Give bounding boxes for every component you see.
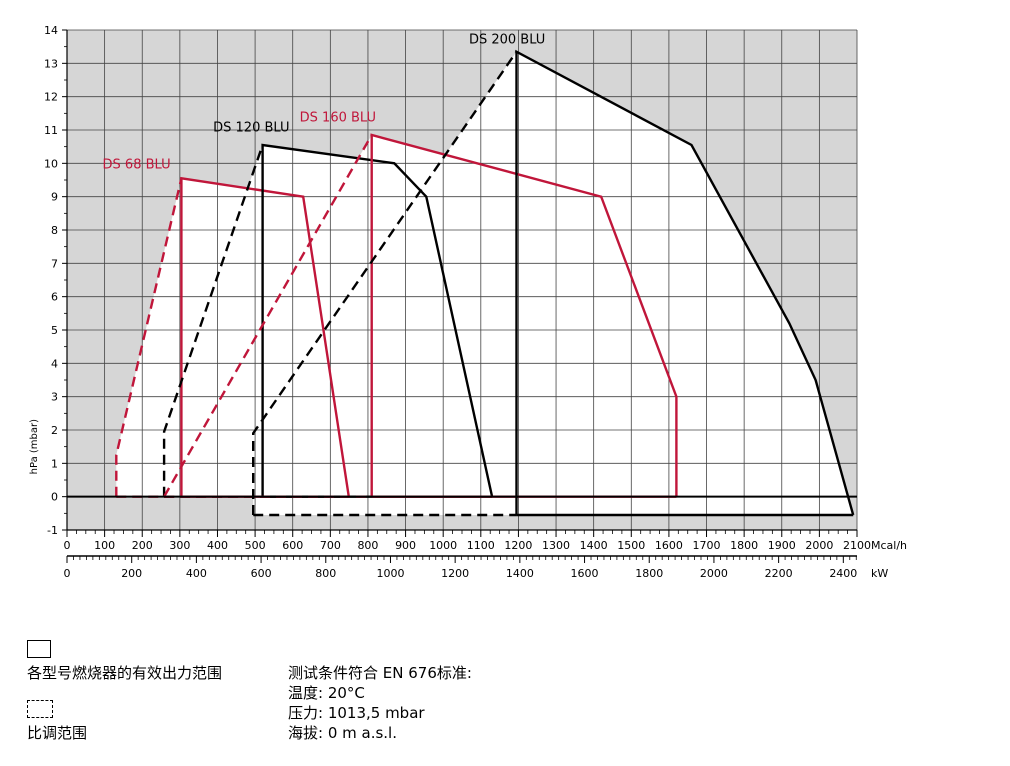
x-tick-label: 400 bbox=[207, 539, 228, 552]
y-tick-label: 0 bbox=[51, 491, 58, 504]
x-tick-label: 300 bbox=[169, 539, 190, 552]
y-tick-label: 10 bbox=[44, 157, 58, 170]
y-tick-label: 12 bbox=[44, 91, 58, 104]
x-axis-label: Mcal/h bbox=[871, 539, 907, 552]
x-tick-label: 1800 bbox=[730, 539, 758, 552]
x-tick-label: 0 bbox=[64, 539, 71, 552]
x-tick-label: 1600 bbox=[655, 539, 683, 552]
y-tick-label: 8 bbox=[51, 224, 58, 237]
x-tick-label: 1200 bbox=[504, 539, 532, 552]
burner-working-field-chart: DS 68 BLU DS 120 BLU DS 160 BLU DS 200 BLU -… bbox=[29, 24, 907, 580]
modulation-range-legend-label: 比调范围 bbox=[27, 724, 88, 742]
conditions-pressure: 压力: 1013,5 mbar bbox=[288, 704, 425, 722]
y-tick-label: 14 bbox=[44, 24, 58, 37]
x-tick-label: 800 bbox=[357, 539, 378, 552]
series-modulation-range-2 bbox=[163, 134, 373, 498]
x-tick-label: 1700 bbox=[693, 539, 721, 552]
kw-tick-label: 0 bbox=[64, 567, 71, 580]
y-axis-label: hPa (mbar) bbox=[29, 419, 40, 474]
y-tick-label: 3 bbox=[51, 391, 58, 404]
series-label-2: DS 160 BLU bbox=[300, 111, 376, 126]
y-tick-label: 7 bbox=[51, 257, 58, 270]
x-tick-label: 1000 bbox=[429, 539, 457, 552]
kw-tick-label: 1000 bbox=[376, 567, 404, 580]
x-tick-label: 700 bbox=[320, 539, 341, 552]
kw-tick-label: 1800 bbox=[635, 567, 663, 580]
x-tick-label: 600 bbox=[282, 539, 303, 552]
working-range-legend-label: 各型号燃烧器的有效出力范围 bbox=[27, 664, 223, 682]
conditions-title: 测试条件符合 EN 676标准: bbox=[288, 664, 472, 682]
series-modulation-range-0 bbox=[115, 178, 183, 497]
working-range-legend-symbol bbox=[27, 640, 51, 658]
series-modulation-range-1 bbox=[162, 144, 264, 497]
y-tick-label: 4 bbox=[51, 357, 58, 370]
modulation-range-legend-symbol bbox=[27, 700, 53, 718]
x-tick-label: 1400 bbox=[580, 539, 608, 552]
kw-axis-label: kW bbox=[871, 567, 888, 580]
series-modulation-range-3 bbox=[251, 51, 518, 515]
conditions-altitude: 海拔: 0 m a.s.l. bbox=[288, 724, 397, 742]
x-tick-label: 900 bbox=[395, 539, 416, 552]
y-tick-label: 1 bbox=[51, 457, 58, 470]
series-label-3: DS 200 BLU bbox=[469, 32, 545, 47]
x-tick-label: 500 bbox=[245, 539, 266, 552]
y-tick-label: 2 bbox=[51, 424, 58, 437]
kw-tick-label: 2000 bbox=[700, 567, 728, 580]
y-tick-label: 5 bbox=[51, 324, 58, 337]
series-working-range-0 bbox=[180, 176, 350, 497]
kw-tick-label: 600 bbox=[251, 567, 272, 580]
kw-tick-label: 2400 bbox=[829, 567, 857, 580]
y-tick-label: 13 bbox=[44, 57, 58, 70]
series-label-1: DS 120 BLU bbox=[213, 121, 289, 136]
y-tick-label: 11 bbox=[44, 124, 58, 137]
x-tick-label: 100 bbox=[94, 539, 115, 552]
kw-tick-label: 1400 bbox=[506, 567, 534, 580]
series-label-0: DS 68 BLU bbox=[103, 157, 171, 172]
y-tick-label: 6 bbox=[51, 291, 58, 304]
conditions-temperature: 温度: 20°C bbox=[288, 684, 365, 702]
kw-tick-label: 800 bbox=[315, 567, 336, 580]
kw-tick-label: 1600 bbox=[571, 567, 599, 580]
kw-tick-label: 1200 bbox=[441, 567, 469, 580]
x-tick-label: 2000 bbox=[805, 539, 833, 552]
series-working-range-3 bbox=[515, 49, 855, 516]
series-working-range-2 bbox=[370, 133, 678, 497]
x-tick-label: 200 bbox=[132, 539, 153, 552]
x-tick-label: 2100 bbox=[843, 539, 871, 552]
x-tick-label: 1300 bbox=[542, 539, 570, 552]
x-tick-label: 1900 bbox=[768, 539, 796, 552]
y-tick-label: 9 bbox=[51, 191, 58, 204]
kw-tick-label: 2200 bbox=[765, 567, 793, 580]
series-working-range-1 bbox=[261, 143, 494, 497]
x-tick-label: 1500 bbox=[617, 539, 645, 552]
x-tick-label: 1100 bbox=[467, 539, 495, 552]
kw-tick-label: 400 bbox=[186, 567, 207, 580]
y-tick-label: -1 bbox=[47, 524, 58, 537]
kw-tick-label: 200 bbox=[121, 567, 142, 580]
